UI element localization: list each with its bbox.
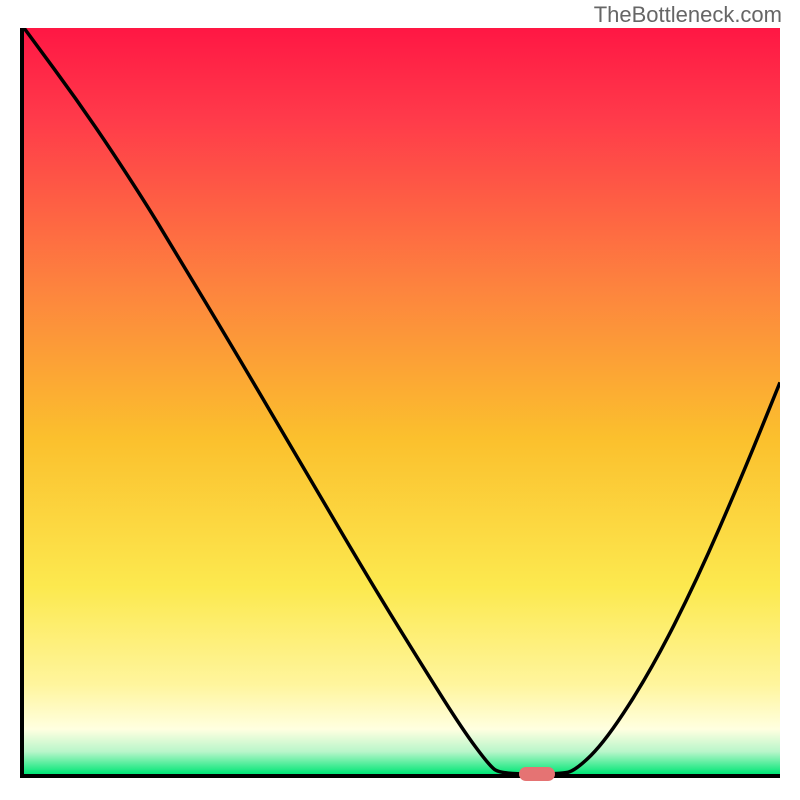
curve-line bbox=[24, 28, 780, 774]
plot-area bbox=[20, 28, 780, 778]
watermark-text: TheBottleneck.com bbox=[594, 2, 782, 28]
optimal-marker bbox=[519, 767, 555, 781]
